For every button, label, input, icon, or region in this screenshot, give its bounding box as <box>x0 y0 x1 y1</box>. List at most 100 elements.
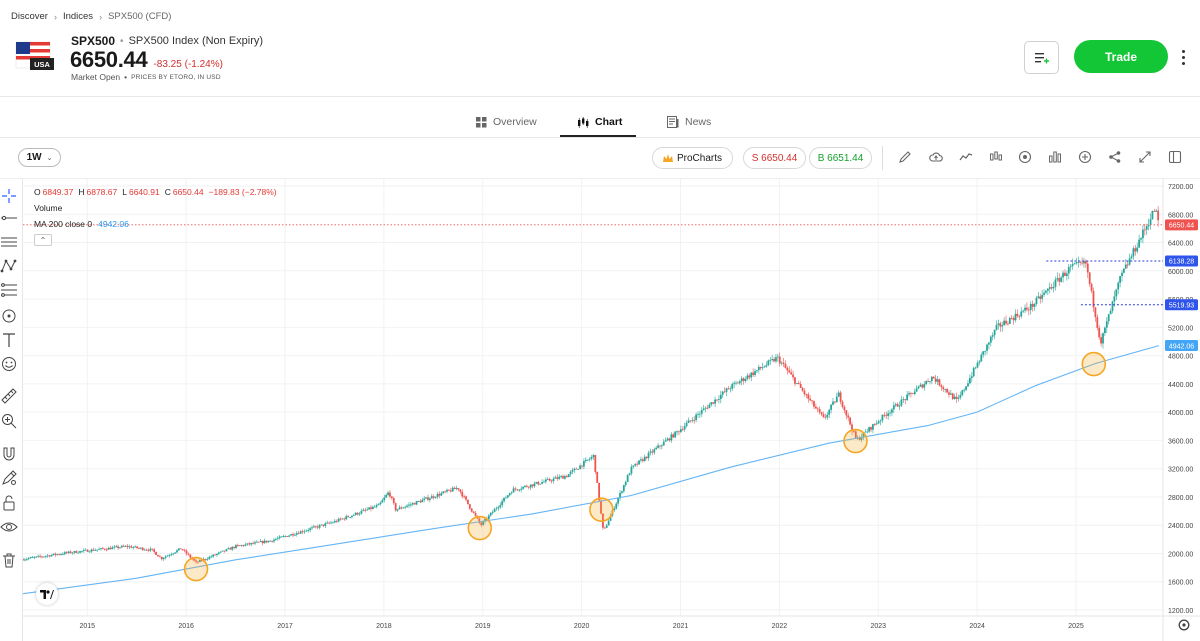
market-status: Market Open <box>71 72 121 82</box>
candle-body <box>776 356 779 358</box>
candle-body <box>795 382 798 384</box>
price-chart[interactable]: 7200.006800.006400.006000.005600.005200.… <box>23 179 1200 641</box>
candle-body <box>288 535 291 537</box>
tab-chart[interactable]: Chart <box>577 108 622 136</box>
candle-body <box>318 525 321 528</box>
candle-body <box>708 404 711 409</box>
bar-chart-icon[interactable] <box>1048 150 1062 164</box>
ma-row[interactable]: MA 200 close 0 4942.06 <box>34 216 277 232</box>
candle-body <box>493 509 496 513</box>
trash-icon[interactable] <box>0 551 18 569</box>
watchlist-button[interactable] <box>1024 41 1059 74</box>
breadcrumb-discover[interactable]: Discover <box>11 11 48 22</box>
candle-body <box>1035 297 1038 304</box>
candle-body <box>638 460 640 465</box>
candle-body <box>77 552 80 554</box>
volume-label[interactable]: Volume <box>34 203 63 213</box>
candle-body <box>63 552 66 555</box>
fib-icon[interactable] <box>0 281 18 299</box>
candle-body <box>756 370 758 372</box>
tab-overview[interactable]: Overview <box>476 108 537 136</box>
candle-body <box>1024 307 1026 311</box>
title-separator: • <box>120 35 124 47</box>
candle-body <box>122 545 125 547</box>
buy-price-button[interactable]: B 6651.44 <box>809 147 872 169</box>
candle-body <box>200 559 203 561</box>
add-compare-icon[interactable] <box>1078 150 1092 164</box>
candle-body <box>970 376 973 379</box>
candle-body <box>676 431 678 433</box>
candle-body <box>392 498 395 504</box>
crosshair-icon[interactable] <box>0 187 18 205</box>
interval-selector[interactable]: 1W ⌄ <box>18 148 61 167</box>
candle-body <box>255 541 258 543</box>
fullscreen-icon[interactable] <box>1138 150 1152 164</box>
line-chart-icon[interactable] <box>959 150 973 164</box>
chart-settings-icon[interactable] <box>1177 618 1191 632</box>
breadcrumb-indices[interactable]: Indices <box>62 11 94 22</box>
candlestick-icon[interactable] <box>989 150 1003 164</box>
candle-body <box>107 547 110 550</box>
candle-body <box>1079 261 1082 263</box>
lock-drawing-icon[interactable] <box>0 469 18 487</box>
candle-body <box>406 505 408 507</box>
y-tick-label: 4000.00 <box>1168 410 1193 417</box>
price-label-bg <box>1165 219 1198 231</box>
eye-icon[interactable] <box>0 518 18 536</box>
candle-body <box>752 372 755 375</box>
candle-body <box>672 434 675 438</box>
candle-body <box>533 483 536 487</box>
candle-body <box>797 382 800 384</box>
indicators-icon[interactable] <box>1018 150 1032 164</box>
collapse-legend-button[interactable]: ⌃ <box>34 234 52 246</box>
candle-body <box>1086 263 1089 273</box>
candle-body <box>295 533 298 535</box>
zoom-in-icon[interactable] <box>0 412 18 430</box>
candle-body <box>967 383 969 387</box>
candle-body <box>953 396 956 400</box>
candle-body <box>1151 210 1154 220</box>
candle-body <box>892 405 895 410</box>
horizontal-lines-icon[interactable] <box>0 233 18 251</box>
side-panel-icon[interactable] <box>1168 150 1182 164</box>
candle-body <box>563 476 566 479</box>
trend-line-icon[interactable] <box>0 209 18 227</box>
usa-flag-icon: USA <box>15 41 54 70</box>
candle-body <box>313 526 315 528</box>
y-tick-label: 4800.00 <box>1168 354 1193 361</box>
magnet-icon[interactable] <box>0 445 18 463</box>
lock-icon[interactable] <box>0 494 18 512</box>
prochart-button[interactable]: ProCharts <box>652 147 733 169</box>
candle-body <box>936 379 939 382</box>
candle-body <box>927 381 929 383</box>
candle-body <box>250 543 253 545</box>
tab-news[interactable]: News <box>667 108 711 136</box>
trade-button[interactable]: Trade <box>1074 40 1168 73</box>
crown-icon <box>662 153 673 162</box>
candle-body <box>706 407 709 409</box>
share-icon[interactable] <box>1108 150 1122 164</box>
candle-body <box>27 558 30 559</box>
cloud-icon[interactable] <box>929 150 943 164</box>
sell-price-button[interactable]: S 6650.44 <box>743 147 806 169</box>
price-row: 6650.44 -83.25 (-1.24%) <box>70 47 223 73</box>
tradingview-logo[interactable] <box>36 583 58 605</box>
y-tick-label: 2400.00 <box>1168 523 1193 530</box>
ruler-icon[interactable] <box>0 387 18 405</box>
highlight-circle <box>589 497 614 522</box>
candle-body <box>335 520 338 522</box>
text-icon[interactable] <box>0 331 18 349</box>
pattern-icon[interactable] <box>0 257 18 275</box>
candle-body <box>862 432 865 438</box>
candle-body <box>368 507 370 510</box>
pencil-icon[interactable] <box>898 150 912 164</box>
candle-body <box>647 452 650 459</box>
more-options-icon[interactable] <box>1178 46 1188 68</box>
candle-body <box>292 534 294 536</box>
candle-body <box>603 527 606 529</box>
candles-icon <box>578 116 589 128</box>
candle-body <box>982 351 985 355</box>
brush-icon[interactable] <box>0 307 18 325</box>
emoji-icon[interactable] <box>0 355 18 373</box>
candle-body <box>600 500 602 514</box>
